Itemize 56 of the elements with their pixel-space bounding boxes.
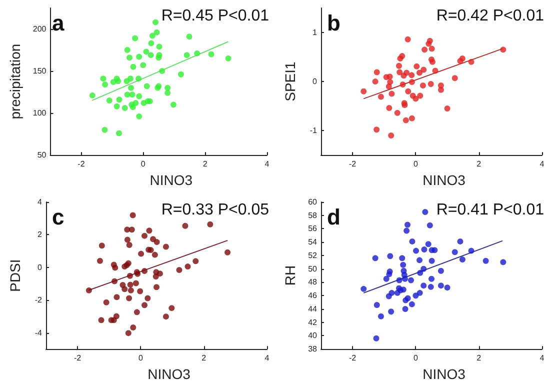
annotation: c: [52, 204, 64, 230]
y-tick-label: 0: [312, 77, 318, 86]
y-tick-label: 42: [308, 318, 318, 327]
x-tick-label: -2: [349, 354, 357, 363]
x-tick-label: -2: [349, 160, 357, 169]
y-tick-label: 200: [32, 24, 47, 34]
y-tick-label: 54: [308, 238, 318, 247]
y-tick-label: 1: [312, 28, 318, 38]
y-tick-label: 60: [308, 198, 318, 206]
y-tick-label: 48: [308, 278, 318, 287]
x-tick-label: 0: [140, 160, 146, 169]
annotation: b: [327, 10, 340, 36]
annotation: R=0.41 P<0.01: [436, 202, 544, 218]
x-tick-label: 4: [540, 160, 545, 169]
x-tick-label: 0: [138, 354, 144, 363]
x-tick-label: 4: [264, 354, 270, 363]
annotation: d: [327, 204, 340, 230]
x-axis-title: NINO3: [148, 366, 191, 382]
y-tick-label: 2: [38, 230, 43, 240]
y-axis-title: SPEI1: [282, 62, 298, 102]
x-tick-label: 2: [476, 354, 482, 363]
y-axis-title: RH: [282, 265, 298, 286]
x-tick-label: 0: [413, 160, 418, 169]
annotation: R=0.45 P<0.01: [161, 8, 270, 24]
x-tick-label: -2: [78, 160, 86, 169]
y-tick-label: 0: [38, 262, 43, 272]
y-tick-label: 52: [308, 250, 318, 260]
y-tick-label: 46: [308, 291, 318, 300]
y-tick-label: 50: [37, 150, 47, 160]
x-tick-label: 2: [202, 160, 208, 169]
annotation: R=0.42 P<0.01: [436, 8, 544, 24]
y-tick-label: 50: [308, 264, 318, 274]
y-tick-label: 56: [308, 224, 318, 234]
x-axis-title: NINO3: [150, 172, 193, 188]
x-tick-label: 4: [264, 160, 270, 169]
x-tick-label: 2: [202, 354, 207, 363]
y-tick-label: 4: [38, 198, 43, 206]
y-tick-label: 44: [308, 304, 318, 314]
y-tick-label: -2: [34, 296, 43, 305]
y-tick-label: 150: [32, 66, 47, 76]
y-tick-label: 40: [308, 331, 318, 340]
y-tick-label: 58: [308, 210, 318, 220]
y-tick-label: -4: [34, 328, 43, 338]
y-tick-label: 100: [32, 108, 47, 118]
y-tick-label: 38: [308, 344, 318, 354]
x-axis-title: NINO3: [422, 172, 466, 188]
y-tick-label: -1: [310, 126, 318, 136]
x-tick-label: 0: [413, 354, 418, 363]
x-tick-label: 4: [540, 354, 545, 363]
x-tick-label: 2: [476, 160, 482, 169]
x-axis-title: NINO3: [422, 366, 466, 382]
annotation: R=0.33 P<0.05: [161, 202, 270, 218]
y-axis-title: precipitation: [7, 44, 23, 120]
annotation: a: [52, 10, 65, 36]
x-tick-label: -2: [74, 354, 82, 363]
y-axis-title: PDSI: [7, 259, 23, 292]
